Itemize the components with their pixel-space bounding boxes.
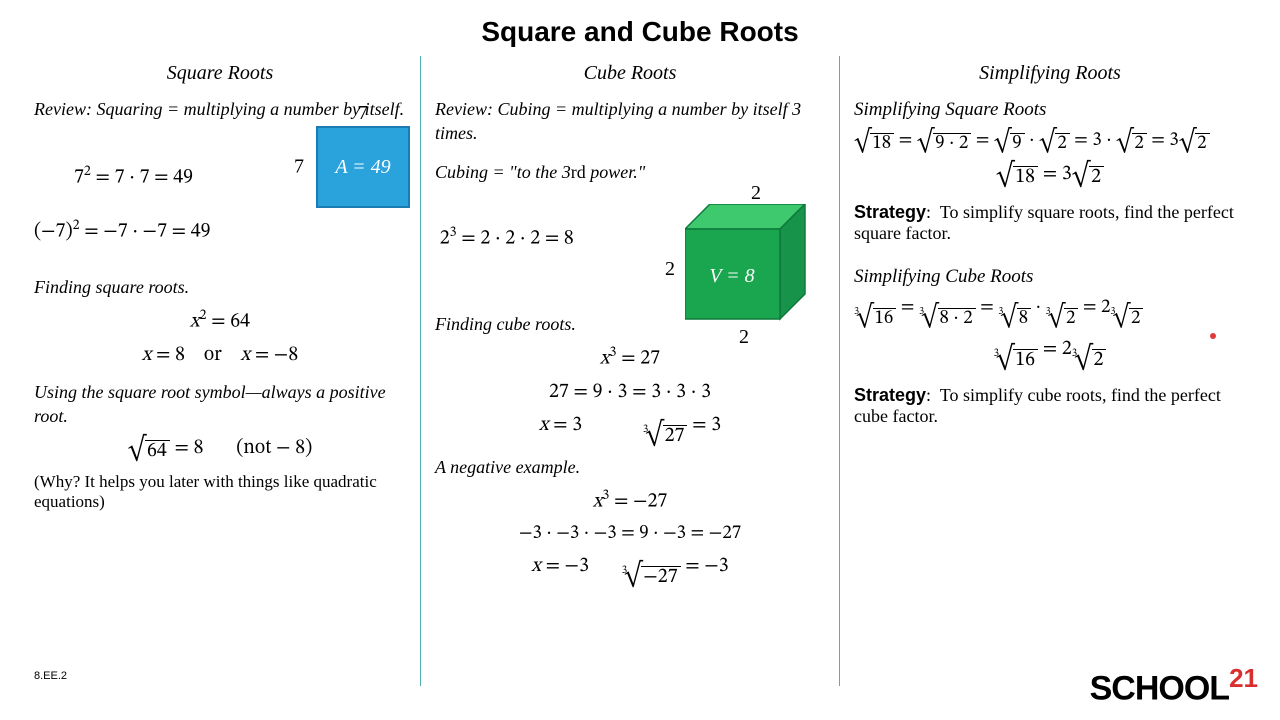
sqrt18-c: 2 bbox=[1089, 166, 1104, 188]
sqrt64-eq: = 8 bbox=[170, 438, 204, 458]
eq-x-3: x = 3 3√27 = 3 bbox=[435, 413, 825, 447]
simplify-cu-heading: Simplifying Cube Roots bbox=[854, 266, 1246, 288]
cube-power-a: Cubing = "to the 3 bbox=[435, 162, 571, 182]
cube-power-b: power." bbox=[586, 162, 646, 182]
columns-container: Square Roots Review: Squaring = multiply… bbox=[0, 56, 1280, 686]
square-top-label: 7 bbox=[358, 102, 368, 125]
square-symbol-note: Using the square root symbol—always a po… bbox=[34, 380, 406, 429]
cbrtn27-eq: = −3 bbox=[681, 556, 729, 576]
cube-graphic: 2 2 2 V = 8 bbox=[665, 186, 815, 346]
logo-suffix: 21 bbox=[1229, 663, 1258, 693]
eq-cbrt16-result: 3√16 = 23√2 bbox=[854, 337, 1246, 371]
eq-27-factor: 27 = 9 · 3 = 3 · 3 · 3 bbox=[435, 380, 825, 405]
square-graphic: 7 7 A = 49 bbox=[316, 126, 410, 208]
cube-power-note: Cubing = "to the 3rd power." bbox=[435, 160, 825, 184]
column-cube-roots: Cube Roots Review: Cubing = multiplying … bbox=[420, 56, 840, 686]
sqrt64-note: (not − 8) bbox=[236, 438, 312, 458]
square-why-note: (Why? It helps you later with things lik… bbox=[34, 472, 406, 512]
cbrt27-eq: = 3 bbox=[687, 415, 721, 435]
square-area-text: A = 49 bbox=[335, 156, 390, 179]
column-square-roots: Square Roots Review: Squaring = multiply… bbox=[20, 56, 420, 686]
cube-left-label: 2 bbox=[665, 258, 675, 281]
square-shape: A = 49 bbox=[316, 126, 410, 208]
eq-neg7sq: (−7)2 = −7 · −7 = 49 bbox=[34, 217, 406, 245]
eq-x-8: x = 8 or x = −8 bbox=[34, 343, 406, 368]
col-heading-cube: Cube Roots bbox=[435, 62, 825, 85]
sqrt18-a: 18 bbox=[1013, 166, 1038, 188]
logo-text: SCHOOL bbox=[1090, 669, 1229, 707]
eq-x-n3: x = −3 3√−27 = −3 bbox=[435, 554, 825, 588]
school21-logo: SCHOOL21 bbox=[1090, 663, 1258, 708]
eq-x3-a: x = 3 bbox=[539, 415, 582, 435]
cube-svg: V = 8 bbox=[685, 204, 815, 334]
eq-sqrt64: √64 = 8 (not − 8) bbox=[34, 436, 406, 462]
cbrt16-a: 16 bbox=[1013, 349, 1038, 371]
eq-x2-64: x2 = 64 bbox=[34, 307, 406, 335]
eq-sqrt18-expand: √18 = √9 · 2 = √9 · √2 = 3 · √2 = 3√2 bbox=[854, 129, 1246, 154]
col-heading-square: Square Roots bbox=[34, 62, 406, 85]
square-review: Review: Squaring = multiplying a number … bbox=[34, 97, 406, 121]
square-finding-heading: Finding square roots. bbox=[34, 275, 406, 299]
cube-top-label: 2 bbox=[751, 182, 761, 205]
eq-sqrt18-result: √18 = 3√2 bbox=[854, 162, 1246, 188]
col-heading-simplify: Simplifying Roots bbox=[854, 62, 1246, 85]
sqrt18-b: = 3 bbox=[1038, 164, 1072, 184]
square-left-label: 7 bbox=[294, 156, 304, 179]
cu-strategy: Strategy: To simplify cube roots, find t… bbox=[854, 385, 1246, 427]
cbrtn27-arg: −27 bbox=[641, 566, 680, 588]
eq-x3-n27: x3 = −27 bbox=[435, 487, 825, 515]
sq-strategy: Strategy: To simplify square roots, find… bbox=[854, 202, 1246, 244]
page-title: Square and Cube Roots bbox=[0, 0, 1280, 56]
svg-text:V = 8: V = 8 bbox=[709, 265, 754, 287]
cube-review: Review: Cubing = multiplying a number by… bbox=[435, 97, 825, 146]
column-simplify: Simplifying Roots Simplifying Square Roo… bbox=[840, 56, 1260, 686]
simplify-sq-heading: Simplifying Square Roots bbox=[854, 99, 1246, 121]
cbrt27-arg: 27 bbox=[663, 425, 688, 447]
cube-neg-heading: A negative example. bbox=[435, 455, 825, 479]
eq-cbrt16-expand: 3√16 = 3√8 · 2 = 3√8 · 3√2 = 23√2 bbox=[854, 296, 1246, 329]
eq-x3-27: x3 = 27 bbox=[435, 344, 825, 372]
cbrt16-c: 2 bbox=[1092, 349, 1107, 371]
eq-xn3-a: x = −3 bbox=[531, 556, 589, 576]
cbrt16-b: = 2 bbox=[1038, 339, 1072, 359]
sqrt64-arg: 64 bbox=[145, 440, 170, 462]
standard-code: 8.EE.2 bbox=[34, 670, 67, 682]
pointer-dot bbox=[1210, 333, 1216, 339]
eq-n3-factor: −3 · −3 · −3 = 9 · −3 = −27 bbox=[435, 522, 825, 546]
